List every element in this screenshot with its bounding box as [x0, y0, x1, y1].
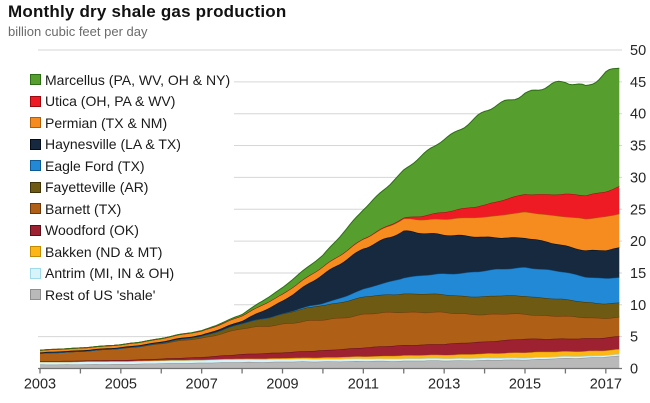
y-axis-labels: 0 5 10 15 20 25 30 35 40 45 50 — [630, 43, 646, 378]
x-tick-label: 2003 — [24, 377, 56, 393]
legend-item-marcellus: Marcellus (PA, WV, OH & NY) — [30, 69, 230, 91]
y-tick-label: 35 — [630, 139, 646, 155]
legend-item-eagle_ford: Eagle Ford (TX) — [30, 155, 230, 177]
y-tick-label: 5 — [630, 330, 638, 346]
legend-item-barnett: Barnett (TX) — [30, 198, 230, 220]
legend-item-antrim: Antrim (MI, IN & OH) — [30, 263, 230, 285]
legend-swatch-antrim — [30, 267, 41, 279]
area-layers — [39, 67, 620, 369]
legend-label: Fayetteville (AR) — [45, 179, 149, 196]
y-tick-label: 20 — [630, 234, 646, 250]
legend-label: Eagle Ford (TX) — [45, 157, 145, 174]
legend-swatch-utica — [30, 95, 41, 107]
legend-label: Barnett (TX) — [45, 200, 122, 217]
area-edge-marcellus — [39, 67, 620, 351]
y-tick-label: 45 — [630, 75, 646, 91]
legend-label: Antrim (MI, IN & OH) — [45, 265, 175, 282]
y-tick-label: 30 — [630, 170, 646, 186]
legend-swatch-permian — [30, 117, 41, 129]
y-tick-label: 0 — [630, 362, 638, 378]
y-tick-label: 15 — [630, 266, 646, 282]
legend-label: Utica (OH, PA & WV) — [45, 93, 176, 110]
legend-item-utica: Utica (OH, PA & WV) — [30, 91, 230, 113]
legend-swatch-fayetteville — [30, 181, 41, 193]
legend-item-fayetteville: Fayetteville (AR) — [30, 177, 230, 199]
legend-swatch-rest_of_us_shale — [30, 289, 41, 301]
legend-swatch-haynesville — [30, 138, 41, 150]
x-tick-label: 2017 — [590, 377, 622, 393]
chart-subtitle: billion cubic feet per day — [8, 24, 148, 39]
x-axis — [38, 367, 622, 374]
legend-swatch-bakken — [30, 246, 41, 258]
legend-label: Bakken (ND & MT) — [45, 243, 163, 260]
y-tick-label: 40 — [630, 107, 646, 123]
area-permian — [40, 211, 620, 353]
legend-item-permian: Permian (TX & NM) — [30, 112, 230, 134]
x-tick-label: 2015 — [509, 377, 541, 393]
x-tick-label: 2005 — [105, 377, 137, 393]
x-tick-label: 2007 — [186, 377, 218, 393]
y-tick-label: 10 — [630, 298, 646, 314]
area-barnett — [40, 311, 620, 362]
x-tick-label: 2011 — [348, 377, 379, 393]
legend-item-rest_of_us_shale: Rest of US 'shale' — [30, 284, 230, 306]
chart-title: Monthly dry shale gas production — [8, 2, 287, 21]
legend-label: Marcellus (PA, WV, OH & NY) — [45, 71, 231, 88]
legend-swatch-marcellus — [30, 74, 41, 86]
area-utica — [40, 186, 620, 351]
area-rest_of_us_shale — [40, 355, 620, 369]
area-marcellus — [40, 68, 620, 351]
y-tick-label: 50 — [630, 43, 646, 59]
legend-item-bakken: Bakken (ND & MT) — [30, 241, 230, 263]
x-axis-labels: 2003 2005 2007 2009 2011 2013 2015 2017 — [24, 377, 622, 393]
legend-label: Woodford (OK) — [45, 222, 139, 239]
legend-label: Haynesville (LA & TX) — [45, 136, 181, 153]
legend-swatch-eagle_ford — [30, 160, 41, 172]
legend-swatch-woodford — [30, 224, 41, 236]
legend-swatch-barnett — [30, 203, 41, 215]
area-eagle_ford — [40, 267, 620, 354]
chart-legend: Marcellus (PA, WV, OH & NY) Utica (OH, PA… — [28, 68, 235, 307]
x-tick-label: 2009 — [266, 377, 298, 393]
legend-item-woodford: Woodford (OK) — [30, 220, 230, 242]
legend-label: Rest of US 'shale' — [45, 286, 156, 303]
y-tick-label: 25 — [630, 202, 646, 218]
legend-label: Permian (TX & NM) — [45, 114, 168, 131]
area-haynesville — [40, 230, 620, 354]
x-tick-label: 2013 — [428, 377, 460, 393]
area-fayetteville — [40, 293, 620, 354]
legend-item-haynesville: Haynesville (LA & TX) — [30, 134, 230, 156]
area-bakken — [40, 349, 620, 362]
